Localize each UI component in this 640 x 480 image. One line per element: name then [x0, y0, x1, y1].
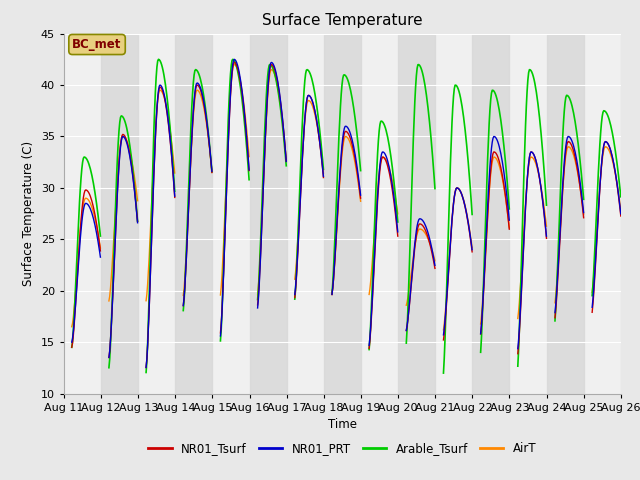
Bar — [398, 34, 435, 394]
Arable_Tsurf — [127, 154, 135, 160]
AirT — [410, 248, 418, 254]
Bar — [101, 34, 138, 394]
AirT — [127, 156, 135, 161]
Legend: NR01_Tsurf, NR01_PRT, Arable_Tsurf, AirT: NR01_Tsurf, NR01_PRT, Arable_Tsurf, AirT — [143, 437, 541, 460]
NR01_Tsurf — [127, 161, 135, 167]
Arable_Tsurf — [70, 314, 78, 320]
Bar — [472, 34, 509, 394]
Line: Arable_Tsurf: Arable_Tsurf — [72, 60, 621, 373]
Title: Surface Temperature: Surface Temperature — [262, 13, 422, 28]
NR01_PRT — [426, 239, 434, 244]
NR01_PRT — [127, 163, 135, 169]
AirT — [70, 307, 78, 312]
Arable_Tsurf — [410, 117, 418, 123]
NR01_Tsurf — [410, 252, 418, 257]
NR01_PRT — [410, 248, 418, 254]
Bar — [250, 34, 287, 394]
Arable_Tsurf — [426, 127, 434, 133]
NR01_PRT — [184, 220, 192, 226]
AirT — [184, 216, 192, 222]
Arable_Tsurf — [184, 204, 192, 209]
NR01_Tsurf — [426, 243, 434, 249]
Text: BC_met: BC_met — [72, 38, 122, 51]
Arable_Tsurf — [617, 194, 625, 200]
Y-axis label: Surface Temperature (C): Surface Temperature (C) — [22, 141, 35, 286]
X-axis label: Time: Time — [328, 418, 357, 431]
Bar — [547, 34, 584, 394]
Line: NR01_Tsurf: NR01_Tsurf — [72, 62, 621, 368]
NR01_PRT — [617, 211, 625, 216]
NR01_Tsurf — [617, 213, 625, 219]
AirT — [426, 242, 434, 248]
Bar — [324, 34, 361, 394]
NR01_PRT — [70, 321, 78, 326]
Line: AirT: AirT — [72, 64, 621, 330]
Bar — [175, 34, 212, 394]
AirT — [617, 207, 625, 213]
NR01_Tsurf — [70, 324, 78, 329]
Line: NR01_PRT: NR01_PRT — [72, 60, 621, 368]
NR01_Tsurf — [184, 221, 192, 227]
